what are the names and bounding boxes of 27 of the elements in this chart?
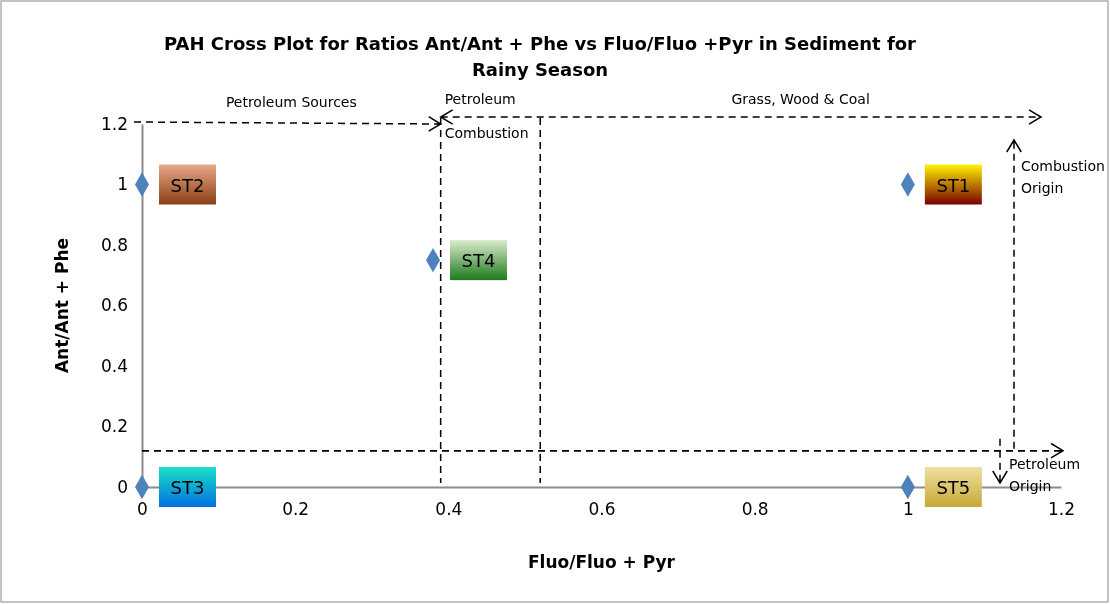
annotation: ST1 [936,174,971,196]
x-tick-label: 0.4 [435,499,463,520]
x-tick-label: 0.2 [282,499,310,520]
x-tick-label: 0.6 [588,499,616,520]
x-tick-label: 0 [137,499,148,520]
y-tick-label: 1 [117,174,128,195]
x-tick-label: 1 [902,499,914,520]
annotation: ST3 [170,477,205,498]
text: Grass, Wood & Coal [731,91,870,107]
annotation: ST4 [461,250,496,272]
annotation: ST2 [170,174,205,196]
y-tick-label: 0.8 [100,234,128,255]
chart-title: PAH Cross Plot for Ratios Ant/Ant + Phe vs Fluo/Fluo +Pyr in Sediment for Rainy Season [164,33,917,80]
y-tick-label: 0 [117,476,128,497]
x-axis-title: Fluo/Fluo + Pyr [528,552,676,572]
annotation: ST5 [936,477,971,498]
y-tick-label: 0.2 [100,416,128,437]
text: Petroleum Combustion [444,91,529,141]
text: Petroleum Sources [225,94,357,110]
x-tick-label: 0.8 [741,499,769,520]
y-tick-label: 0.6 [100,295,128,316]
annotation: Combustion Origin [1021,157,1105,196]
y-tick-label: 0.4 [100,355,128,376]
y-tick-label: 1.2 [100,113,128,134]
x-tick-label: 1.2 [1047,499,1076,520]
annotation: Petroleum Origin [1009,455,1081,494]
y-axis-title: Ant/Ant + Phe [52,237,72,374]
